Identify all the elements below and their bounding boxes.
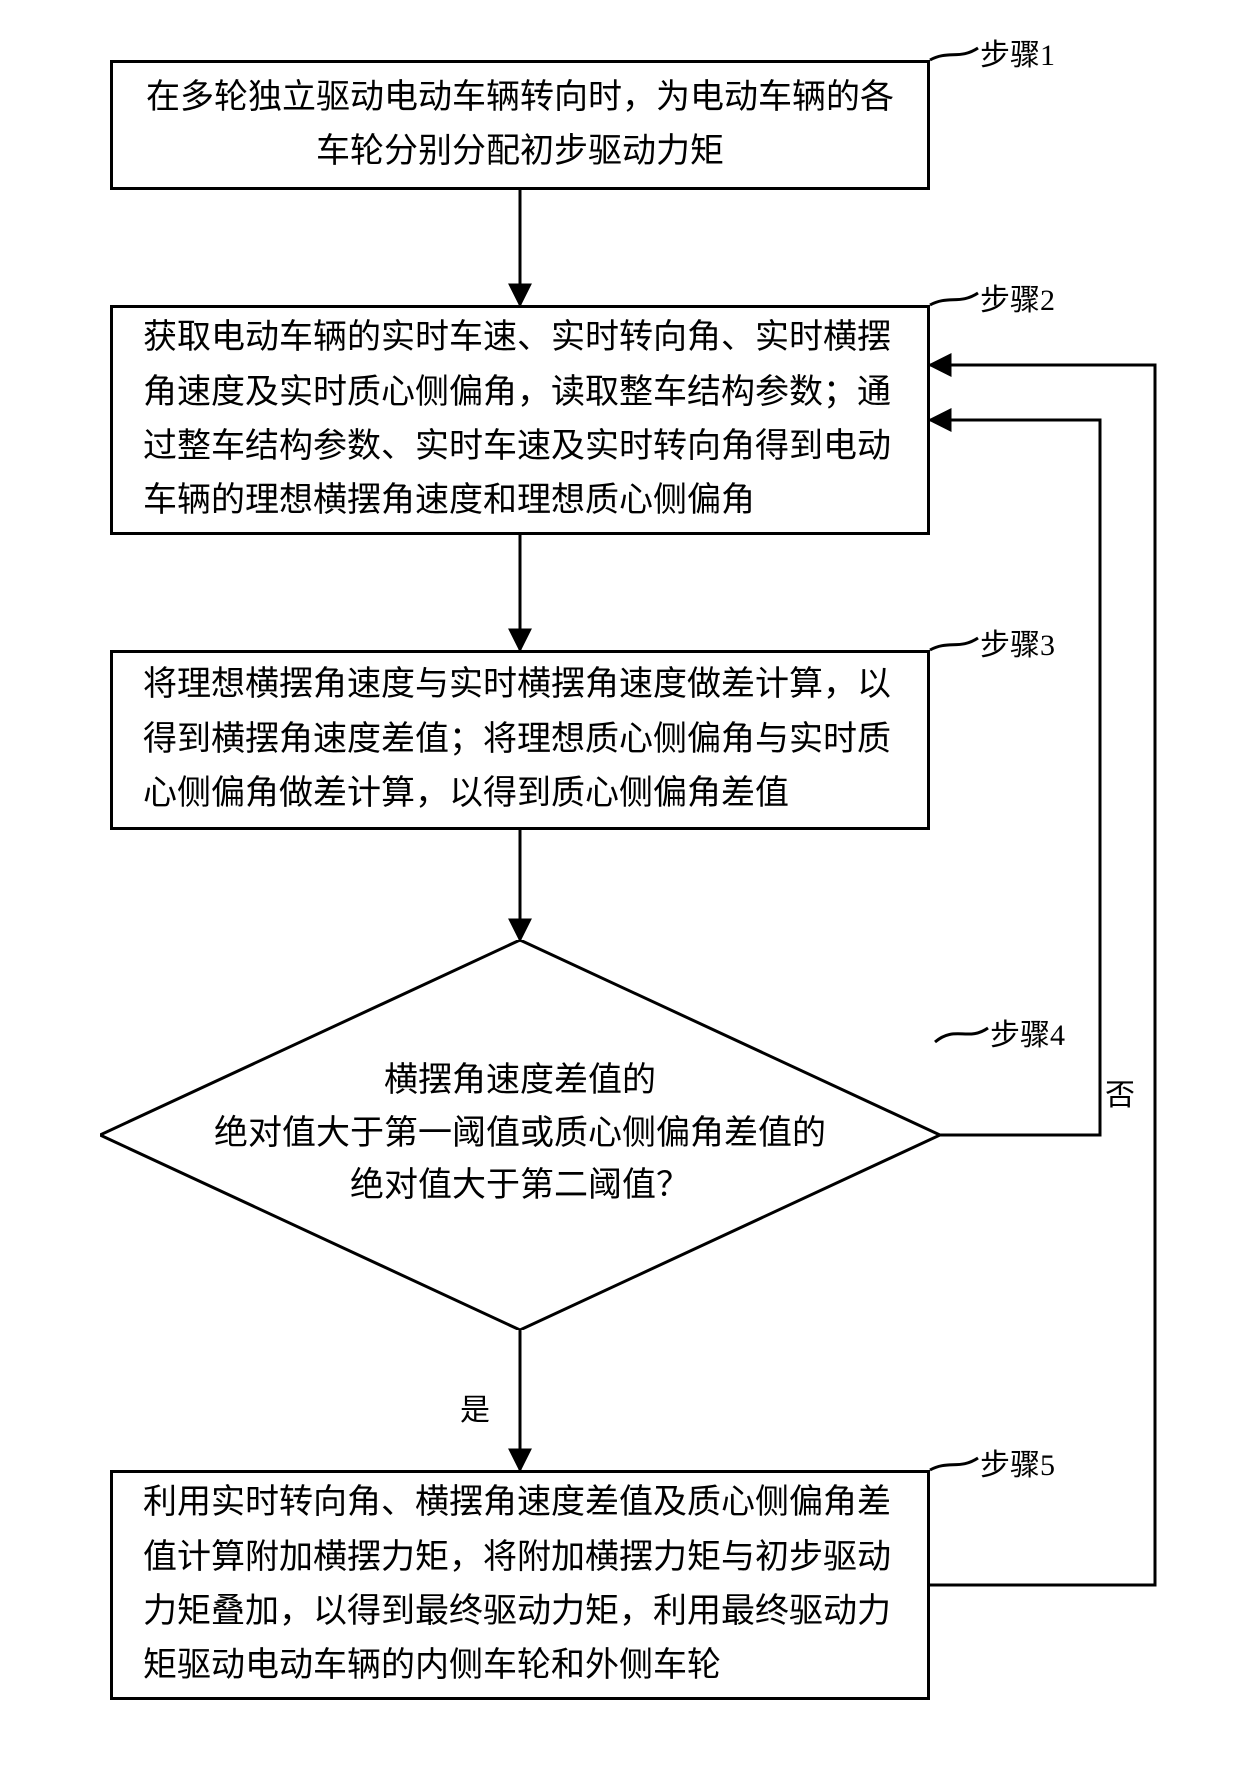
flowchart-canvas: 在多轮独立驱动电动车辆转向时，为电动车辆的各车轮分别分配初步驱动力矩 获取电动车…	[0, 0, 1240, 1782]
label-step5: 步骤5	[980, 1440, 1055, 1484]
node-step1-text: 在多轮独立驱动电动车辆转向时，为电动车辆的各车轮分别分配初步驱动力矩	[143, 71, 897, 180]
node-step4-line3: 绝对值大于第二阈值？	[210, 1160, 830, 1213]
node-step5-text: 利用实时转向角、横摆角速度差值及质心侧偏角差值计算附加横摆力矩，将附加横摆力矩与…	[143, 1476, 897, 1694]
label-step2: 步骤2	[980, 275, 1055, 319]
edge-label-no: 否	[1105, 1070, 1135, 1114]
node-step3-text: 将理想横摆角速度与实时横摆角速度做差计算，以得到横摆角速度差值；将理想质心侧偏角…	[143, 658, 897, 821]
node-step4-line2: 绝对值大于第一阈值或质心侧偏角差值的	[210, 1108, 830, 1161]
node-step5: 利用实时转向角、横摆角速度差值及质心侧偏角差值计算附加横摆力矩，将附加横摆力矩与…	[110, 1470, 930, 1700]
label-step1: 步骤1	[980, 30, 1055, 74]
node-step1: 在多轮独立驱动电动车辆转向时，为电动车辆的各车轮分别分配初步驱动力矩	[110, 60, 930, 190]
node-step4-text: 横摆角速度差值的 绝对值大于第一阈值或质心侧偏角差值的 绝对值大于第二阈值？	[210, 1055, 830, 1213]
edge-label-yes: 是	[460, 1385, 490, 1429]
label-step4: 步骤4	[990, 1010, 1065, 1054]
node-step2: 获取电动车辆的实时车速、实时转向角、实时横摆角速度及实时质心侧偏角，读取整车结构…	[110, 305, 930, 535]
label-step3: 步骤3	[980, 620, 1055, 664]
node-step2-text: 获取电动车辆的实时车速、实时转向角、实时横摆角速度及实时质心侧偏角，读取整车结构…	[143, 311, 897, 529]
node-step3: 将理想横摆角速度与实时横摆角速度做差计算，以得到横摆角速度差值；将理想质心侧偏角…	[110, 650, 930, 830]
node-step4-line1: 横摆角速度差值的	[210, 1055, 830, 1108]
